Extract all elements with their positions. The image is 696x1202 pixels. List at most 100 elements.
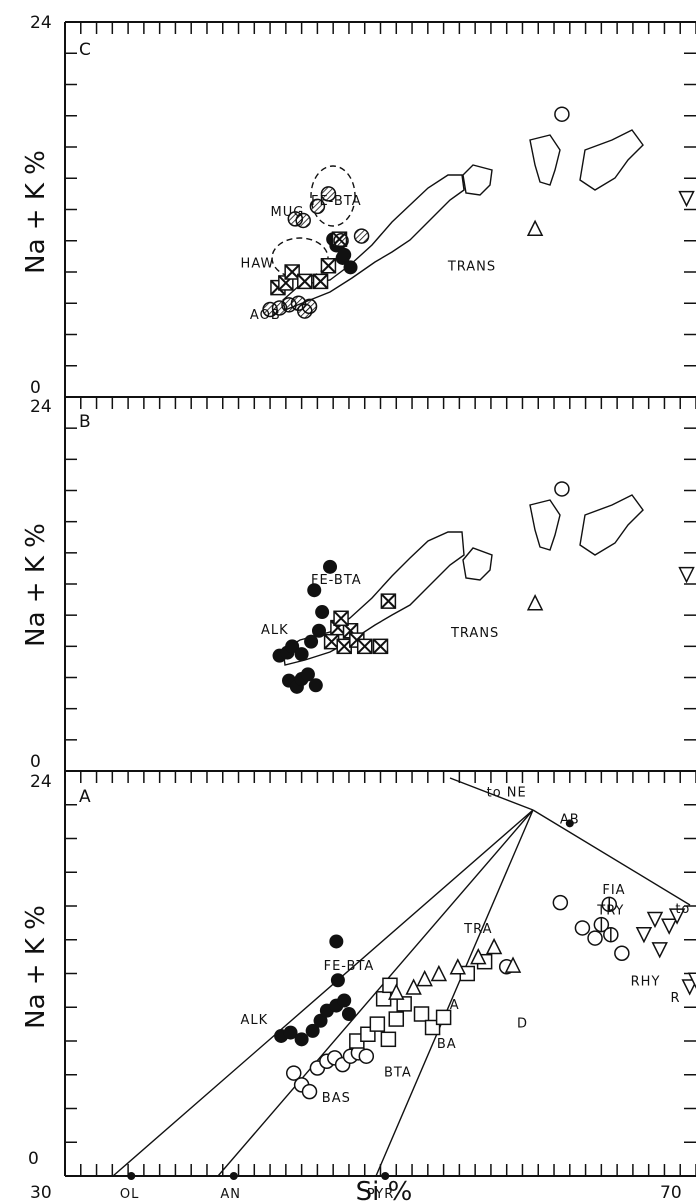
point-circle: [574, 920, 591, 936]
point-inverted-triangle: [687, 972, 696, 989]
point-square: [388, 1011, 405, 1027]
annotation-label: to QZ: [675, 902, 696, 917]
point-circle: [554, 481, 570, 497]
point-filled: [343, 260, 358, 275]
panel-a-ytick-max: 24: [30, 772, 52, 792]
point-circle: [554, 106, 570, 122]
point-inverted-triangle: [651, 942, 668, 959]
point-square-cross: [312, 273, 329, 290]
reference-point: [565, 819, 574, 828]
point-square-cross: [336, 638, 352, 655]
annotation-label: AN: [220, 1187, 241, 1202]
panel-a-ytick-min: 0: [28, 1149, 39, 1169]
point-circle-hatched: [333, 233, 349, 249]
point-filled: [341, 1007, 356, 1021]
field-outlines: [271, 129, 644, 666]
point-circle-hatched: [295, 212, 311, 229]
panel-c-marks: MUG FE-BTA HAW AOB TRANS: [241, 106, 695, 323]
panel-c-haw-ellipse: [271, 237, 329, 279]
point-filled: [305, 1023, 320, 1038]
point-filled: [311, 623, 326, 638]
point-filled: [304, 634, 319, 649]
line-pyr-ab: [375, 809, 534, 1177]
panel-c-ytick-max: 24: [30, 13, 52, 33]
point-square-cross: [356, 638, 373, 655]
point-circle-hatched: [320, 186, 337, 202]
point-circle: [614, 945, 630, 961]
point-triangle: [485, 937, 503, 955]
point-circle-barred: [603, 926, 619, 943]
point-triangle: [449, 958, 467, 975]
annotation-label: TRA: [463, 922, 492, 937]
annotation-label: FE-BTA: [311, 573, 362, 588]
annotation-label: TRANS: [447, 259, 496, 274]
point-circle: [552, 894, 569, 911]
annotation-label: AB: [560, 812, 580, 827]
point-inverted-triangle: [681, 979, 696, 996]
point-circle-hatched: [309, 198, 326, 215]
line-an-ab: [217, 809, 534, 1177]
point-circle-hatched: [353, 228, 370, 244]
panel-b-ytick-max: 24: [30, 397, 52, 417]
point-circle: [301, 1083, 318, 1100]
point-triangle: [526, 594, 544, 611]
point-triangle: [416, 969, 433, 987]
point-square: [375, 991, 392, 1007]
panel-c-letter: C: [79, 40, 91, 60]
point-filled: [313, 1013, 328, 1028]
point-square-cross: [323, 633, 340, 650]
point-square-cross: [284, 264, 300, 280]
line-ab-toqz: [532, 809, 691, 906]
point-square: [435, 1009, 452, 1026]
point-circle: [285, 1065, 302, 1081]
point-filled: [337, 247, 352, 262]
point-triangle: [430, 964, 448, 982]
point-triangle: [388, 983, 405, 1000]
annotation-label: BAS: [322, 1091, 351, 1106]
annotation-label: ALK: [240, 1013, 268, 1028]
panel-a-marks: to NE AB to QZ FIA TRY TRA RHY FE-BTA ALK A D BA BTA…: [120, 785, 696, 1202]
annotation-label: RHY: [631, 974, 661, 989]
annotation-label: FE-BTA: [324, 959, 375, 974]
point-square-cross: [333, 610, 349, 627]
projection-lines: [112, 777, 691, 1177]
annotation-label: ALK: [261, 623, 289, 638]
annotation-label: FIA: [602, 883, 625, 898]
point-filled: [329, 934, 344, 949]
x-tick-min: 30: [30, 1183, 52, 1202]
point-filled: [323, 559, 338, 574]
point-square-cross: [380, 593, 397, 609]
point-triangle: [470, 947, 487, 965]
point-filled: [300, 667, 315, 682]
annotation-label: PYR: [367, 1187, 395, 1202]
annotation-label: TRANS: [450, 626, 499, 641]
point-filled: [307, 583, 322, 598]
point-square: [369, 1016, 386, 1032]
point-triangle: [526, 219, 544, 236]
annotation-label: FE-BTA: [311, 194, 362, 209]
panel-b-ytick-min: 0: [30, 752, 41, 772]
reference-point: [229, 1172, 238, 1180]
annotation-label: AOB: [250, 308, 281, 323]
panel-c-ylabel: Na + K %: [21, 150, 51, 274]
point-square: [380, 1031, 397, 1048]
point-filled: [337, 993, 352, 1008]
panel-b-field-1: [462, 547, 493, 581]
point-inverted-triangle: [660, 918, 678, 935]
annotation-label: TRY: [596, 903, 624, 918]
point-square-cross: [372, 638, 389, 655]
point-filled: [283, 1025, 298, 1040]
point-triangle: [504, 956, 522, 973]
point-square-cross: [320, 258, 337, 274]
point-filled: [294, 647, 309, 662]
point-circle: [587, 930, 603, 946]
panel-b-field-3: [579, 494, 644, 556]
point-triangle: [405, 978, 422, 995]
point-filled: [330, 973, 345, 988]
panel-c-trans-field: [282, 174, 465, 311]
tick-marks: [64, 21, 696, 1177]
point-circle-hatched: [301, 298, 318, 315]
reference-point: [381, 1172, 390, 1180]
panel-b-ylabel: Na + K %: [21, 523, 51, 647]
